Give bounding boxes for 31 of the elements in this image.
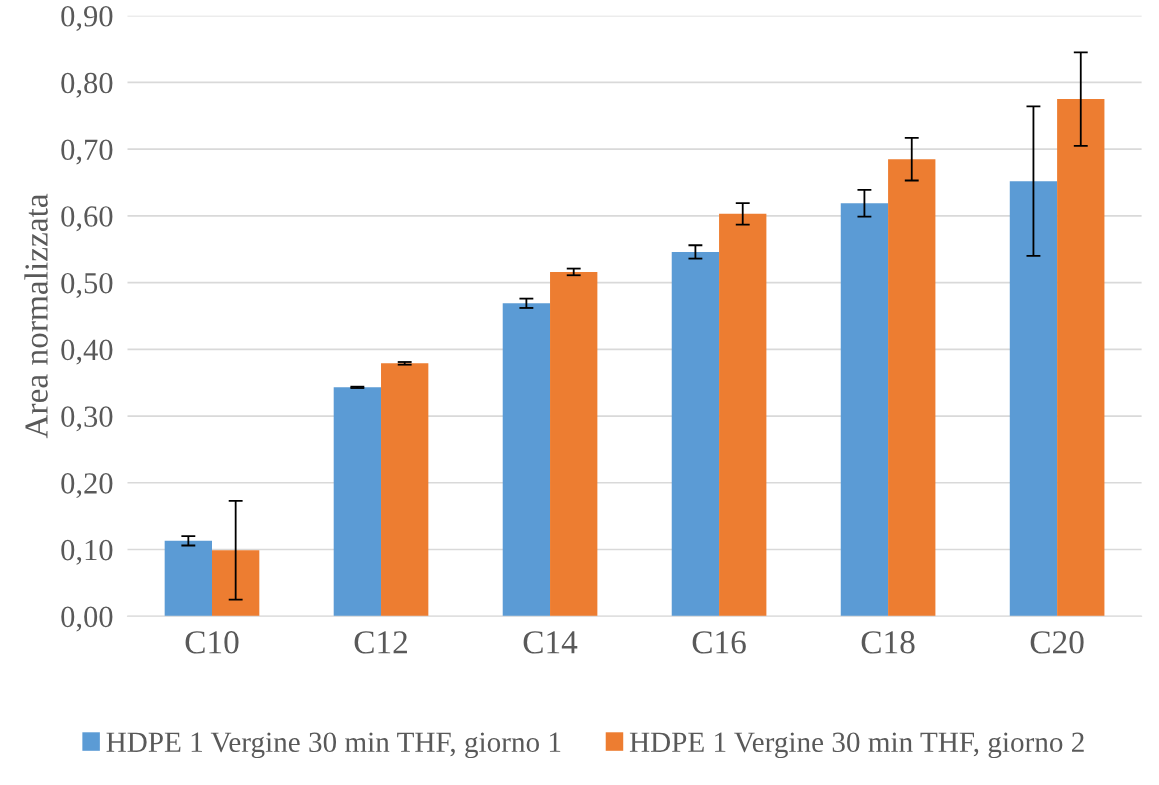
y-axis-title: Area normalizzata bbox=[24, 193, 48, 439]
bar bbox=[164, 540, 212, 617]
bar bbox=[840, 203, 889, 617]
x-tick-label: C10 bbox=[185, 631, 239, 654]
x-tick-label: C18 bbox=[861, 631, 915, 654]
x-tick-label: C12 bbox=[354, 631, 407, 654]
bar bbox=[888, 159, 936, 617]
x-tick-label: C14 bbox=[523, 631, 578, 654]
y-tick-label: 0,10 bbox=[61, 539, 113, 565]
y-tick-label: 0,40 bbox=[61, 339, 113, 365]
bar bbox=[381, 363, 429, 617]
bar bbox=[212, 550, 260, 617]
bar bbox=[719, 213, 767, 617]
y-tick-label: 0,80 bbox=[61, 72, 113, 98]
y-tick-label: 0,70 bbox=[61, 139, 113, 165]
bar bbox=[550, 271, 598, 617]
bar bbox=[333, 387, 382, 617]
legend-label: HDPE 1 Vergine 30 min THF, giorno 2 bbox=[629, 732, 1084, 759]
x-tick-label: C20 bbox=[1030, 631, 1084, 654]
y-tick-label: 0,20 bbox=[61, 473, 113, 499]
y-tick-label: 0,30 bbox=[61, 406, 113, 432]
bar bbox=[502, 303, 551, 617]
y-tick-label: 0,90 bbox=[61, 5, 113, 31]
bar bbox=[1057, 99, 1105, 617]
x-tick-label: C16 bbox=[692, 631, 746, 654]
bar bbox=[671, 251, 720, 617]
y-tick-label: 0,50 bbox=[61, 272, 113, 298]
y-tick-label: 0,60 bbox=[61, 206, 113, 232]
y-tick-label: 0,00 bbox=[61, 606, 113, 632]
legend-label: HDPE 1 Vergine 30 min THF, giorno 1 bbox=[106, 732, 561, 759]
bar bbox=[1009, 181, 1058, 617]
